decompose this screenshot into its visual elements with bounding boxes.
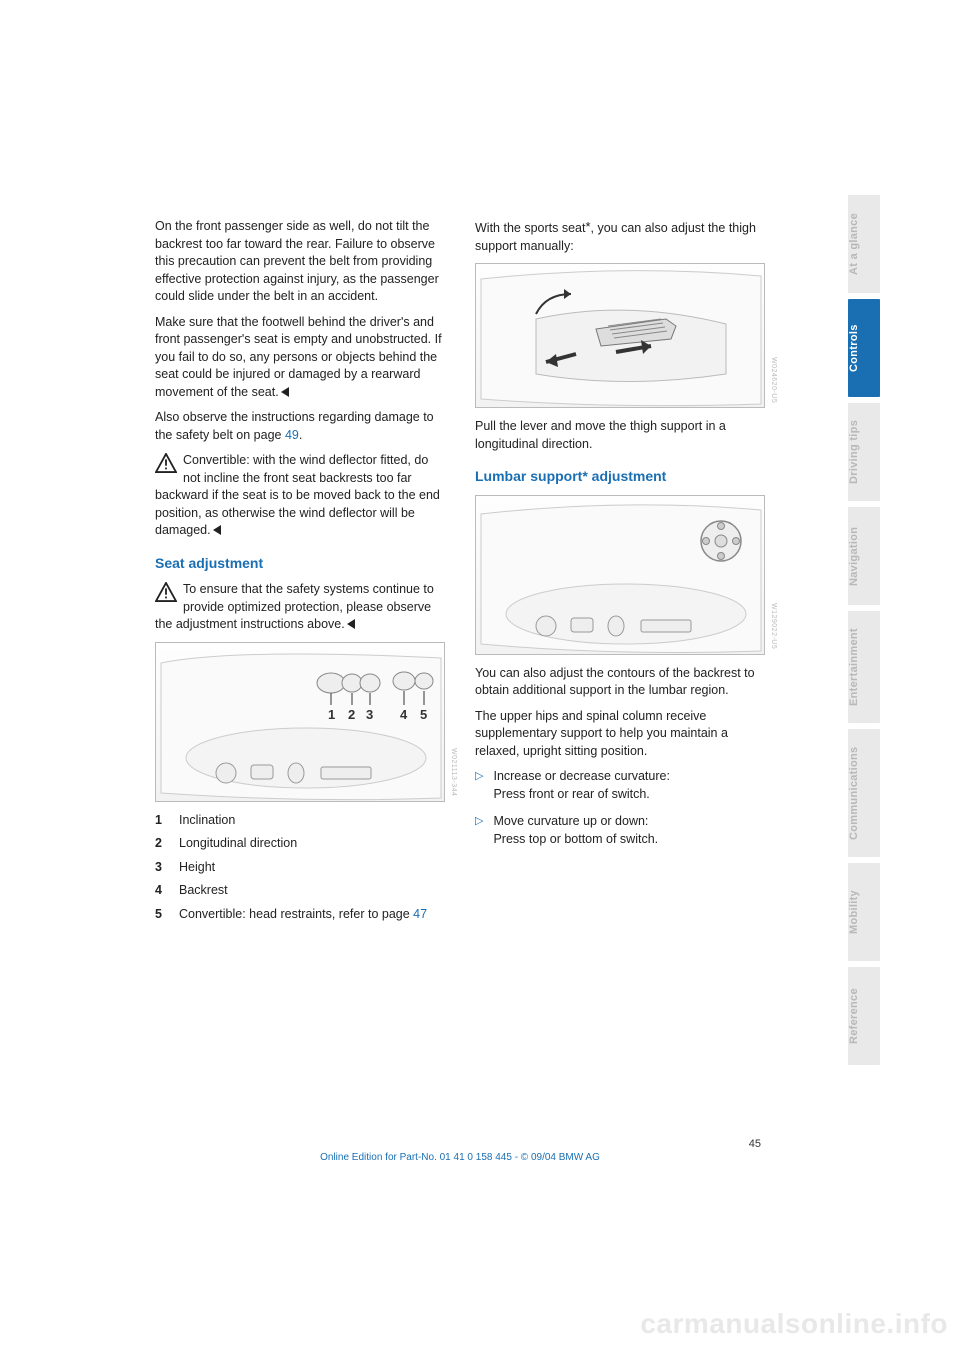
page-link[interactable]: 47 — [413, 907, 427, 921]
right-column: With the sports seat*, you can also adju… — [475, 218, 765, 929]
tab-at-a-glance[interactable]: At a glance — [848, 195, 880, 293]
list-number: 5 — [155, 906, 179, 924]
list-text: Press top or bottom of switch. — [493, 832, 658, 846]
list-text: Longitudinal direction — [179, 835, 297, 853]
warning-paragraph: Convertible: with the wind deflector fit… — [155, 452, 445, 540]
list-item: 1Inclination — [155, 812, 445, 830]
bullet-list: ▷ Increase or decrease curvature: Press … — [475, 768, 765, 848]
warning-paragraph: To ensure that the safety systems contin… — [155, 581, 445, 634]
list-text: Backrest — [179, 882, 228, 900]
svg-text:4: 4 — [400, 707, 408, 722]
bullet-arrow-icon: ▷ — [475, 769, 483, 803]
list-text: Height — [179, 859, 215, 877]
tab-controls[interactable]: Controls — [848, 299, 880, 397]
list-text: Inclination — [179, 812, 235, 830]
list-item: 5Convertible: head restraints, refer to … — [155, 906, 445, 924]
body-text: Make sure that the footwell behind the d… — [155, 315, 442, 399]
list-number: 1 — [155, 812, 179, 830]
figure-code: W021113-344 — [448, 748, 458, 796]
page-content: On the front passenger side as well, do … — [155, 218, 765, 929]
list-number: 2 — [155, 835, 179, 853]
list-item: 4Backrest — [155, 882, 445, 900]
figure-thigh-support: W024620-U5 — [475, 263, 765, 408]
list-item: ▷ Increase or decrease curvature: Press … — [475, 768, 765, 803]
heading-seat-adjustment: Seat adjustment — [155, 554, 445, 574]
list-text: Convertible: head restraints, refer to p… — [179, 907, 413, 921]
body-text: Also observe the instructions regarding … — [155, 409, 445, 444]
svg-text:5: 5 — [420, 707, 427, 722]
end-marker-icon — [347, 616, 355, 634]
tab-reference[interactable]: Reference — [848, 967, 880, 1065]
heading-lumbar: Lumbar support* adjustment — [475, 467, 765, 487]
page-number: 45 — [155, 1138, 765, 1150]
list-text: Press front or rear of switch. — [493, 787, 649, 801]
bullet-arrow-icon: ▷ — [475, 814, 483, 848]
list-item: 3Height — [155, 859, 445, 877]
list-number: 3 — [155, 859, 179, 877]
seat-controls-list: 1Inclination 2Longitudinal direction 3He… — [155, 812, 445, 924]
body-text: . — [299, 428, 302, 442]
end-marker-icon — [213, 522, 221, 540]
warning-icon — [155, 582, 177, 602]
body-text: Convertible: with the wind deflector fit… — [155, 453, 440, 537]
end-marker-icon — [281, 384, 289, 402]
tab-communications[interactable]: Communications — [848, 729, 880, 857]
tab-mobility[interactable]: Mobility — [848, 863, 880, 961]
figure-code: W024620-U5 — [768, 357, 778, 403]
list-item: 2Longitudinal direction — [155, 835, 445, 853]
figure-lumbar: W129022-U5 — [475, 495, 765, 655]
site-watermark: carmanualsonline.info — [640, 1308, 948, 1340]
warning-icon — [155, 453, 177, 473]
body-text: With the sports seat — [475, 221, 585, 235]
body-text: You can also adjust the contours of the … — [475, 665, 765, 700]
list-text: Move curvature up or down: Press top or … — [493, 813, 658, 848]
body-text: The upper hips and spinal column receive… — [475, 708, 765, 761]
fig-label-1: 1 — [328, 707, 335, 722]
body-text: On the front passenger side as well, do … — [155, 218, 445, 306]
list-text: Convertible: head restraints, refer to p… — [179, 906, 427, 924]
list-number: 4 — [155, 882, 179, 900]
list-text: Increase or decrease curvature: — [493, 769, 669, 783]
list-text: Move curvature up or down: — [493, 814, 648, 828]
list-item: ▷ Move curvature up or down: Press top o… — [475, 813, 765, 848]
footer: 45 Online Edition for Part-No. 01 41 0 1… — [155, 1138, 765, 1163]
list-text: Increase or decrease curvature: Press fr… — [493, 768, 669, 803]
tab-driving-tips[interactable]: Driving tips — [848, 403, 880, 501]
tab-entertainment[interactable]: Entertainment — [848, 611, 880, 723]
body-text: With the sports seat*, you can also adju… — [475, 218, 765, 255]
svg-text:2: 2 — [348, 707, 355, 722]
columns: On the front passenger side as well, do … — [155, 218, 765, 929]
body-text: Pull the lever and move the thigh suppor… — [475, 418, 765, 453]
side-tabs: At a glance Controls Driving tips Naviga… — [848, 195, 880, 1065]
body-text: Make sure that the footwell behind the d… — [155, 314, 445, 402]
figure-code: W129022-U5 — [768, 603, 778, 649]
body-text: To ensure that the safety systems contin… — [155, 582, 434, 631]
page-link[interactable]: 49 — [285, 428, 299, 442]
figure-seat-controls: 1 2 3 4 5 W021113-344 — [155, 642, 445, 802]
svg-text:3: 3 — [366, 707, 373, 722]
tab-navigation[interactable]: Navigation — [848, 507, 880, 605]
left-column: On the front passenger side as well, do … — [155, 218, 445, 929]
edition-line: Online Edition for Part-No. 01 41 0 158 … — [155, 1152, 765, 1163]
